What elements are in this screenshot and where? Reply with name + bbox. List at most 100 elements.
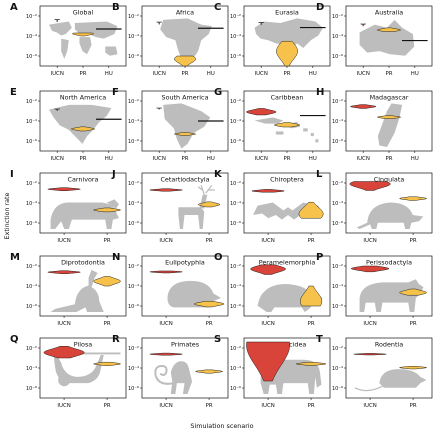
panel-c: C Eurasia 10⁻² 10⁻⁴ 10⁻⁶ IUCN PR HU bbox=[214, 2, 331, 77]
rat-shape bbox=[379, 369, 427, 388]
x-tick-label: PR bbox=[182, 71, 189, 77]
rhinoceros-silhouette bbox=[359, 279, 424, 313]
violin-pr bbox=[274, 122, 300, 128]
y-tick-label: 10⁻⁶ bbox=[128, 139, 139, 145]
south-america-shape bbox=[61, 38, 69, 59]
y-tick-label: 10⁻² bbox=[230, 99, 241, 105]
island-shape bbox=[315, 139, 319, 143]
violin-pr bbox=[193, 301, 225, 308]
violin-pr bbox=[300, 285, 323, 307]
violin-pr bbox=[93, 361, 121, 366]
deer-body-shape bbox=[178, 207, 205, 230]
south-america-shape bbox=[163, 103, 211, 149]
violin-iucn bbox=[148, 188, 184, 192]
y-tick-label: 10⁻² bbox=[26, 14, 37, 20]
x-tick-label: PR bbox=[308, 238, 315, 244]
panel-label: B bbox=[112, 2, 120, 13]
violin-iucn bbox=[349, 104, 377, 109]
y-tick-label: 10⁻² bbox=[128, 14, 139, 20]
x-tick-label: PR bbox=[206, 403, 213, 409]
y-tick-label: 10⁻² bbox=[128, 346, 139, 352]
panel-label: S bbox=[214, 334, 221, 345]
x-tick-label: PR bbox=[104, 321, 111, 327]
violin-pr bbox=[93, 207, 122, 213]
x-tick-label: PR bbox=[182, 156, 189, 162]
y-tick-label: 10⁻⁶ bbox=[26, 139, 37, 145]
armadillo-shape bbox=[356, 202, 424, 230]
jaguar-shape bbox=[50, 202, 119, 230]
y-tick-label: 10⁻⁶ bbox=[230, 304, 241, 310]
y-tick-label: 10⁻⁶ bbox=[230, 386, 241, 392]
y-tick-label: 10⁻⁴ bbox=[332, 201, 343, 207]
x-tick-label: HU bbox=[207, 156, 215, 162]
panel-label: K bbox=[214, 169, 223, 180]
x-tick-label: PR bbox=[410, 321, 417, 327]
jamaica-shape bbox=[275, 131, 284, 135]
violin-iucn bbox=[156, 21, 162, 25]
panel-title: Cetartiodactyla bbox=[160, 176, 209, 184]
violin-iucn bbox=[251, 189, 285, 193]
y-tick-label: 10⁻⁶ bbox=[230, 221, 241, 227]
monkey-tail-shape bbox=[154, 364, 175, 385]
x-tick-label: PR bbox=[308, 403, 315, 409]
panel-title: Madagascar bbox=[370, 94, 409, 102]
x-tick-label: IUCN bbox=[159, 321, 172, 327]
australia-map bbox=[359, 19, 415, 56]
violin-pr bbox=[174, 55, 196, 67]
north-america-map bbox=[49, 104, 112, 144]
y-tick-label: 10⁻⁴ bbox=[332, 119, 343, 125]
violin-iucn bbox=[250, 264, 286, 275]
y-tick-label: 10⁻² bbox=[230, 264, 241, 270]
violin-pr bbox=[93, 276, 121, 287]
australia-shape bbox=[105, 46, 118, 56]
violin-pr bbox=[173, 132, 197, 136]
y-tick-label: 10⁻² bbox=[332, 14, 343, 20]
panel-title: Carnivora bbox=[68, 176, 99, 184]
y-tick-label: 10⁻⁴ bbox=[230, 34, 241, 40]
x-axis-label: Simulation scenario bbox=[190, 422, 253, 430]
africa-shape bbox=[79, 37, 92, 55]
x-tick-label: IUCN bbox=[159, 238, 172, 244]
panel-label: R bbox=[112, 334, 120, 345]
panel-title: Pilosa bbox=[74, 341, 93, 349]
panel-label: O bbox=[214, 252, 223, 263]
panel-n: N Eulipotyphla 10⁻² 10⁻⁴ 10⁻⁶ IUCN PR bbox=[112, 252, 229, 327]
violin-iucn bbox=[43, 346, 85, 359]
panel-label: C bbox=[214, 2, 221, 13]
x-tick-label: PR bbox=[410, 403, 417, 409]
panel-label: E bbox=[10, 87, 17, 98]
x-tick-label: IUCN bbox=[57, 238, 70, 244]
y-tick-label: 10⁻⁴ bbox=[230, 366, 241, 372]
island-shape bbox=[310, 133, 314, 137]
y-tick-label: 10⁻⁴ bbox=[26, 201, 37, 207]
y-tick-label: 10⁻⁴ bbox=[332, 366, 343, 372]
panel-label: G bbox=[214, 87, 222, 98]
violin-iucn bbox=[351, 265, 390, 273]
y-tick-label: 10⁻² bbox=[332, 99, 343, 105]
north-america-shape bbox=[49, 21, 72, 36]
violin-iucn bbox=[258, 22, 264, 25]
x-tick-label: IUCN bbox=[363, 238, 376, 244]
jaguar-silhouette bbox=[50, 199, 119, 230]
panel-k: K Chiroptera 10⁻² 10⁻⁴ 10⁻⁶ IUCN PR bbox=[214, 169, 331, 244]
x-tick-label: HU bbox=[411, 71, 419, 77]
violin-iucn bbox=[353, 353, 387, 356]
y-tick-label: 10⁻² bbox=[26, 99, 37, 105]
panel-title: Eurasia bbox=[275, 9, 299, 17]
panel-title: Perissodactyla bbox=[366, 259, 412, 267]
panel-title: Global bbox=[73, 9, 94, 17]
panel-m: M Diprotodontia 10⁻² 10⁻⁴ 10⁻⁶ IUCN PR bbox=[10, 252, 127, 327]
panel-t: T Rodentia 10⁻² 10⁻⁴ 10⁻⁶ IUCN PR bbox=[316, 334, 433, 409]
panel-e: E North America 10⁻² 10⁻⁴ 10⁻⁶ IUCN PR HU bbox=[10, 87, 127, 162]
violin-pr bbox=[376, 27, 402, 32]
x-tick-label: HU bbox=[105, 71, 113, 77]
y-tick-label: 10⁻⁶ bbox=[128, 221, 139, 227]
x-tick-label: PR bbox=[104, 238, 111, 244]
shrew-silhouette bbox=[167, 280, 221, 308]
violin-pr bbox=[195, 369, 224, 374]
violin-pr bbox=[398, 366, 428, 370]
world-map bbox=[49, 21, 118, 59]
madagascar-shape bbox=[377, 103, 403, 148]
eurasia-shape bbox=[74, 21, 118, 39]
violin-iucn bbox=[54, 108, 60, 111]
